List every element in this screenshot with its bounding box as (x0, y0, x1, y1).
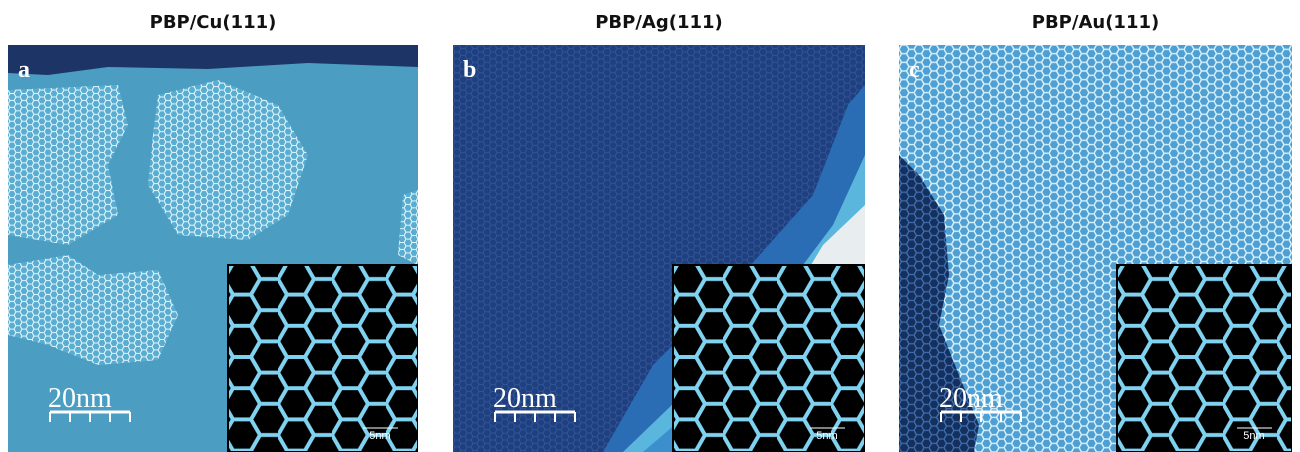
panel-letter: c (909, 57, 920, 83)
scale-label: 20nm (493, 383, 557, 414)
scale-label: 20nm (48, 383, 112, 414)
stm-image: b 20nm 5nm (453, 45, 865, 452)
inset-image (228, 265, 418, 452)
inset-image (673, 265, 865, 452)
panel-letter: b (463, 57, 476, 83)
panel-title: PBP/Au(111) (1032, 12, 1159, 33)
scale-label: 20nm (939, 383, 1003, 414)
inset-scale-label: 5nm (816, 430, 837, 442)
figure: PBP/Cu(111) a 20nm 5nm PBP/Ag(111) b 20nm 5nm PB… (0, 0, 1300, 452)
panel-title: PBP/Ag(111) (595, 12, 723, 33)
panel-title: PBP/Cu(111) (150, 12, 277, 33)
stm-image: a 20nm 5nm (8, 45, 418, 452)
stm-image: c 20nm 5nm (899, 45, 1292, 452)
inset-image (1117, 265, 1292, 452)
inset-scale-label: 5nm (1243, 430, 1264, 442)
panel-letter: a (18, 57, 30, 83)
inset-scale-label: 5nm (369, 430, 390, 442)
